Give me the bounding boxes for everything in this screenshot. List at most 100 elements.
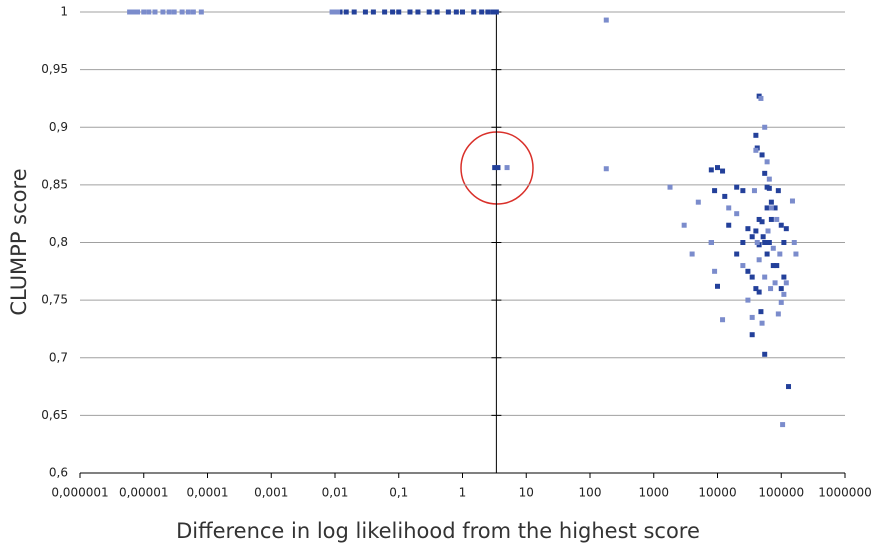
data-point <box>768 216 774 222</box>
data-point <box>756 216 762 222</box>
data-point <box>453 9 459 15</box>
data-point <box>762 240 768 245</box>
data-point <box>415 9 421 15</box>
data-point <box>791 240 797 245</box>
data-point <box>772 205 778 211</box>
data-point <box>754 240 760 245</box>
x-axis-title: Difference in log likelihood from the hi… <box>176 519 700 543</box>
y-tick-label: 0,75 <box>41 293 68 307</box>
data-point <box>758 95 764 101</box>
data-point <box>712 188 718 194</box>
x-tick-label: 100 <box>579 486 602 500</box>
data-point <box>751 188 757 194</box>
data-point <box>781 291 787 297</box>
data-point <box>778 222 784 228</box>
data-point <box>185 9 191 15</box>
data-point <box>708 167 714 173</box>
data-point <box>749 332 755 338</box>
data-point <box>689 251 695 257</box>
data-point <box>775 188 781 194</box>
x-tick-label: 10 <box>519 486 534 500</box>
data-point <box>445 9 451 15</box>
data-point <box>783 226 789 232</box>
data-point <box>772 280 778 286</box>
data-point <box>135 9 141 15</box>
data-point <box>190 9 196 15</box>
data-point <box>774 216 780 222</box>
data-point <box>332 9 338 15</box>
data-point <box>715 283 720 289</box>
y-tick-label: 0,9 <box>49 120 68 134</box>
data-point <box>756 289 762 295</box>
data-point <box>434 9 440 15</box>
data-point <box>774 263 780 269</box>
data-point <box>740 240 746 245</box>
x-tick-label: 0,00001 <box>119 486 169 500</box>
data-point <box>770 245 776 251</box>
data-point <box>753 132 759 138</box>
data-point <box>766 185 772 191</box>
data-point <box>753 286 759 292</box>
data-point <box>783 280 789 286</box>
data-point <box>778 286 784 292</box>
data-point <box>789 198 795 204</box>
x-tick-label: 10000 <box>698 486 736 500</box>
data-point <box>765 228 771 234</box>
data-point <box>146 9 152 15</box>
data-point <box>603 166 609 172</box>
data-point <box>329 9 335 15</box>
data-point <box>768 199 774 205</box>
data-point <box>351 9 357 15</box>
data-point <box>490 9 496 15</box>
data-point <box>759 320 765 326</box>
data-point <box>770 263 776 269</box>
data-point <box>471 9 477 15</box>
y-tick-label: 0,65 <box>41 408 68 422</box>
y-tick-label: 1 <box>60 5 68 19</box>
data-point <box>726 222 732 228</box>
x-tick-label: 0,1 <box>389 486 408 500</box>
data-point <box>722 193 728 199</box>
x-tick-label: 1 <box>459 486 467 500</box>
data-point <box>762 124 768 130</box>
data-point <box>786 384 792 390</box>
data-point <box>152 9 158 15</box>
data-point <box>681 222 687 228</box>
data-point <box>493 9 499 15</box>
data-point <box>720 168 726 174</box>
x-tick-label: 1000000 <box>818 486 871 500</box>
y-tick-label: 0,95 <box>41 62 68 76</box>
data-point <box>762 274 768 280</box>
data-point <box>708 240 714 245</box>
data-point <box>793 251 799 257</box>
x-tick-label: 1000 <box>638 486 669 500</box>
data-point <box>758 309 764 315</box>
data-point <box>745 268 751 274</box>
data-point <box>759 219 765 225</box>
data-point <box>764 159 770 165</box>
data-point <box>362 9 368 15</box>
data-point <box>749 234 755 240</box>
data-point <box>141 9 147 15</box>
data-point <box>756 257 762 263</box>
x-tick-label: 0,01 <box>322 486 349 500</box>
data-point <box>715 165 720 171</box>
y-tick-label: 0,7 <box>49 350 68 364</box>
data-point <box>760 234 766 240</box>
x-tick-label: 0,000001 <box>51 486 108 500</box>
data-point <box>726 205 732 211</box>
x-tick-label: 0,0001 <box>187 486 229 500</box>
data-point <box>396 9 402 15</box>
data-point <box>753 147 759 153</box>
data-point <box>382 9 388 15</box>
data-point <box>485 9 491 15</box>
data-point <box>179 9 185 15</box>
data-point <box>504 165 510 171</box>
data-point <box>492 165 498 171</box>
data-point <box>768 205 774 211</box>
data-point <box>495 165 501 171</box>
data-point <box>407 9 413 15</box>
data-point <box>390 9 396 15</box>
data-point <box>695 199 701 205</box>
